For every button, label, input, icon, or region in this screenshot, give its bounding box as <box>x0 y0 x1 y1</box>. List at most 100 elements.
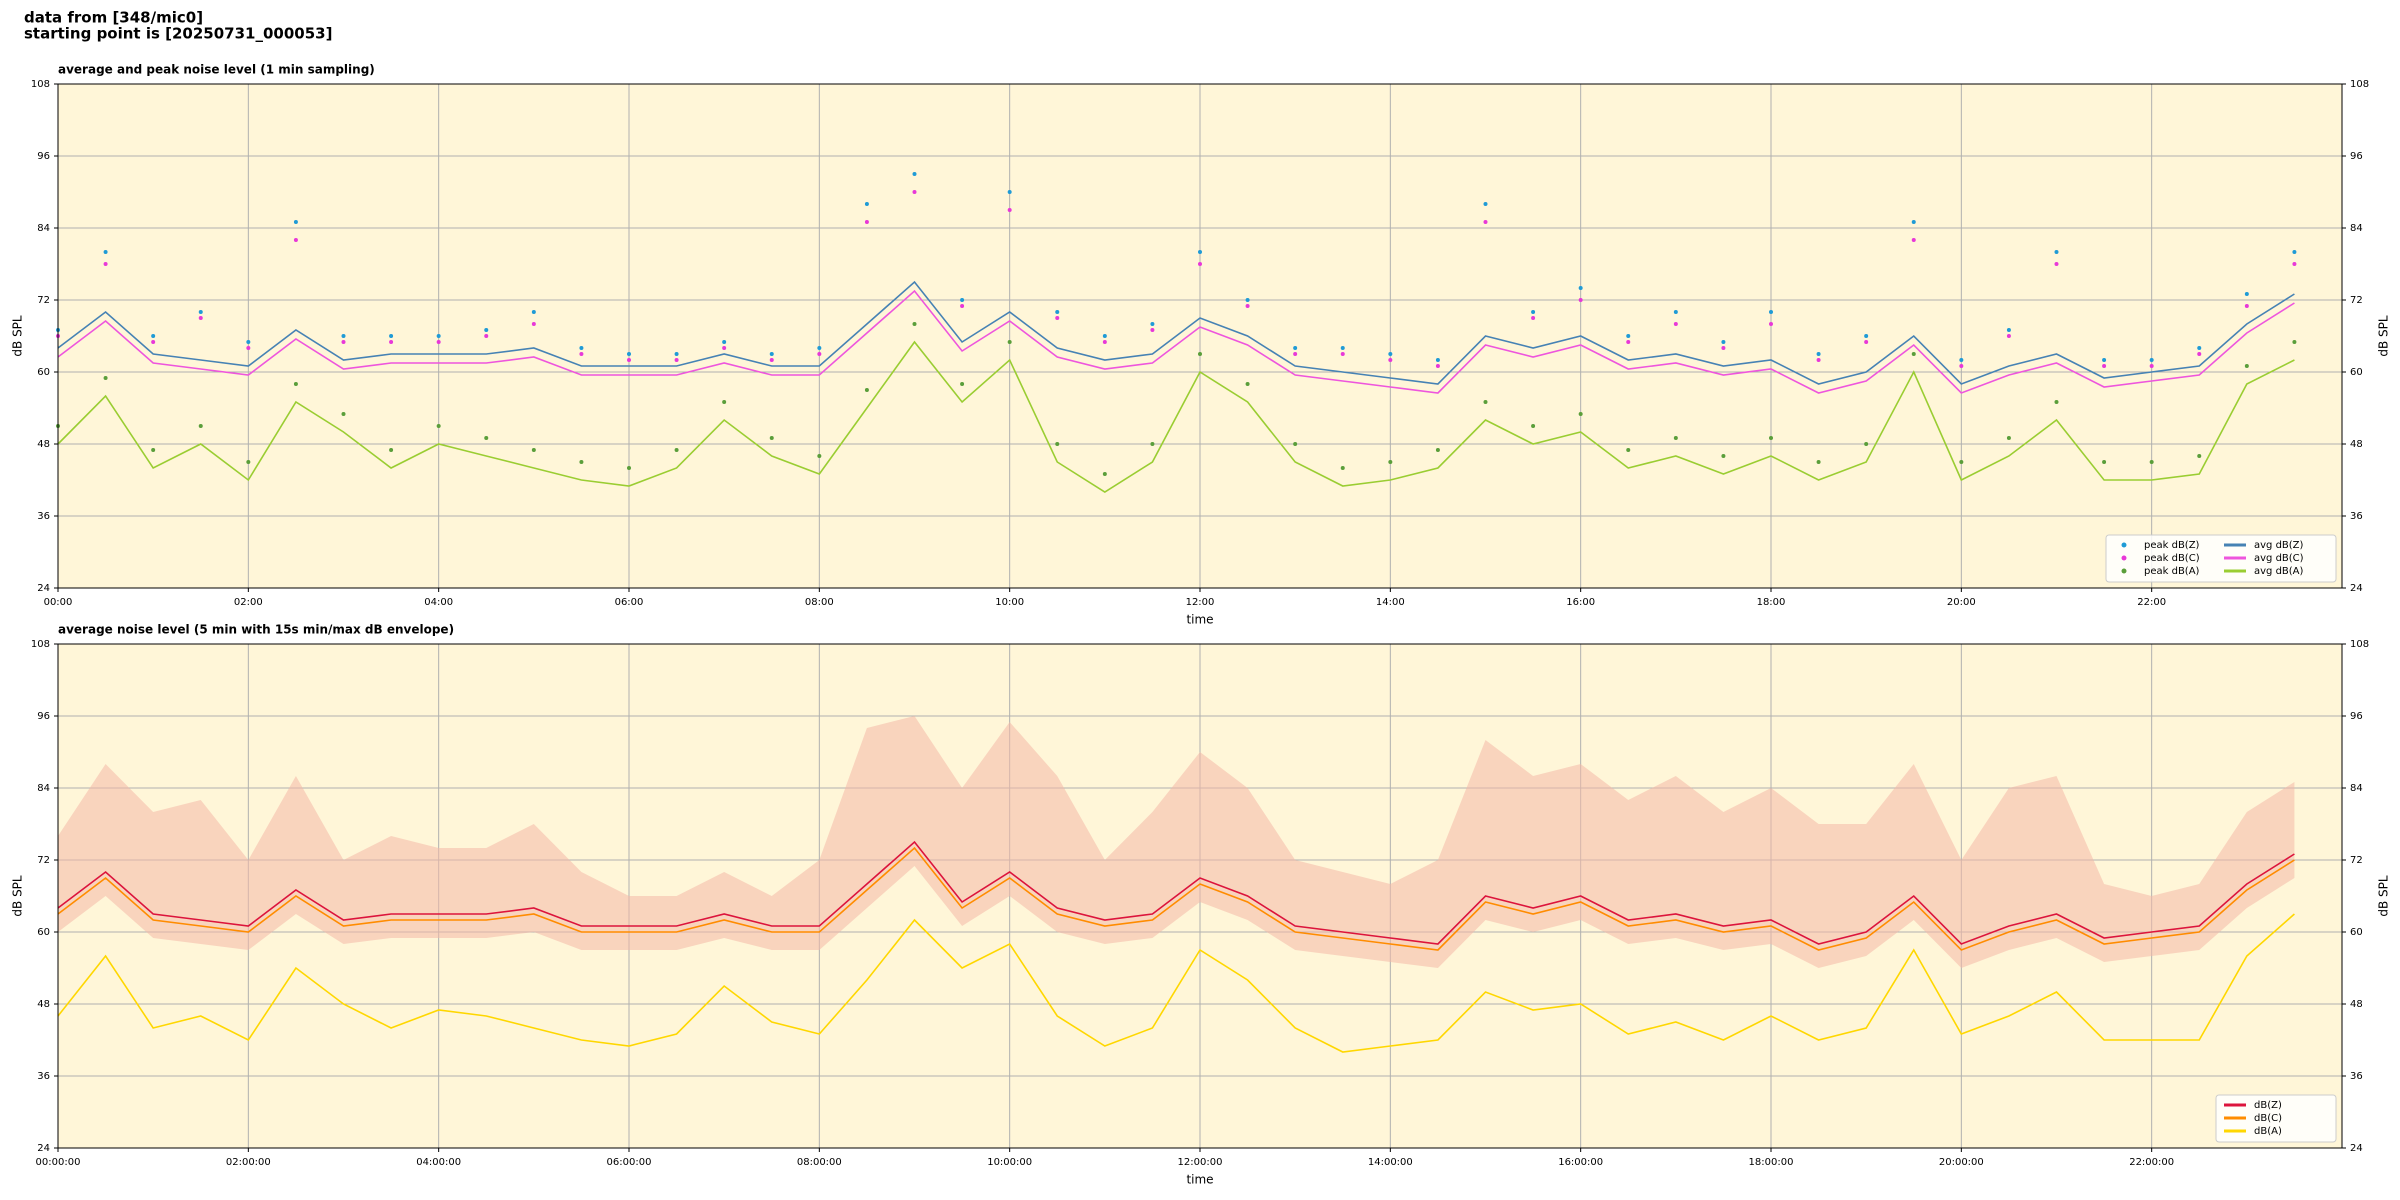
peak-point <box>960 298 965 302</box>
peak-point <box>1531 316 1536 320</box>
peak-point <box>1102 334 1107 338</box>
peak-point <box>1483 400 1488 404</box>
peak-point <box>1293 346 1298 350</box>
peak-point <box>1816 460 1821 464</box>
peak-point <box>1435 358 1440 362</box>
peak-point <box>436 334 441 338</box>
peak-point <box>293 382 298 386</box>
y-tick-label: 84 <box>37 223 50 234</box>
series-line <box>57 340 2295 493</box>
peak-point <box>1055 316 1060 320</box>
y-tick-label: 48 <box>37 999 50 1010</box>
y2-tick-label: 72 <box>2350 295 2363 306</box>
y2-tick-label: 24 <box>2350 1143 2363 1154</box>
peak-point <box>198 310 203 314</box>
header-line: starting point is [20250731_000053] <box>24 25 332 43</box>
peak-point <box>484 436 489 440</box>
peak-point <box>246 460 251 464</box>
x-tick-label: 10:00 <box>995 597 1024 608</box>
peak-point <box>1959 460 1964 464</box>
y2-tick-label: 84 <box>2350 223 2363 234</box>
x-tick-label: 12:00:00 <box>1178 1157 1223 1168</box>
peak-point <box>864 220 869 224</box>
x-tick-label: 20:00 <box>1947 597 1976 608</box>
legend-label: dB(Z) <box>2254 1100 2282 1111</box>
peak-point <box>769 358 774 362</box>
x-tick-label: 06:00 <box>615 597 644 608</box>
peak-point <box>1435 448 1440 452</box>
peak-point <box>627 352 631 356</box>
peak-point <box>912 322 917 326</box>
peak-point <box>2244 364 2249 368</box>
peak-point <box>1626 340 1631 344</box>
legend-label: dB(A) <box>2254 1126 2282 1137</box>
peak-point <box>674 358 679 362</box>
y2-tick-label: 96 <box>2350 151 2363 162</box>
y-tick-label: 24 <box>37 1143 50 1154</box>
x-tick-label: 20:00:00 <box>1939 1157 1984 1168</box>
peak-point <box>2054 250 2059 254</box>
legend-marker <box>2121 568 2127 574</box>
legend-label: dB(C) <box>2254 1113 2282 1124</box>
peak-point <box>2292 250 2297 254</box>
x-tick-label: 18:00 <box>1757 597 1786 608</box>
x-tick-label: 04:00 <box>424 597 453 608</box>
peak-point <box>1198 352 1202 356</box>
peak-point <box>436 340 441 344</box>
peak-point <box>103 376 108 380</box>
series-line <box>57 840 2295 945</box>
y2-tick-label: 108 <box>2350 639 2369 650</box>
legend-label: avg dB(A) <box>2254 566 2304 577</box>
peak-point <box>912 172 917 176</box>
series-line <box>57 280 2295 385</box>
legend-marker <box>2121 555 2127 561</box>
x-tick-label: 02:00 <box>234 597 263 608</box>
y2-tick-label: 60 <box>2350 927 2363 938</box>
peak-point <box>2102 364 2107 368</box>
peak-point <box>1959 358 1964 362</box>
y2-axis-label: dB SPL <box>2377 875 2391 917</box>
peak-point <box>389 448 394 452</box>
peak-point <box>341 340 346 344</box>
peak-point <box>579 346 584 350</box>
peak-point <box>484 334 489 338</box>
peak-point <box>579 352 584 356</box>
peak-point <box>389 334 394 338</box>
peak-point <box>1959 364 1964 368</box>
peak-point <box>1150 328 1155 332</box>
y-tick-label: 108 <box>31 639 50 650</box>
peak-point <box>1673 436 1678 440</box>
x-tick-label: 16:00:00 <box>1558 1157 1603 1168</box>
y-tick-label: 84 <box>37 783 50 794</box>
peak-point <box>2149 364 2154 368</box>
peak-point <box>722 340 727 344</box>
peak-point <box>1007 190 1012 194</box>
panel-title: average and peak noise level (1 min samp… <box>58 63 375 77</box>
x-tick-label: 12:00 <box>1186 597 1215 608</box>
peak-point <box>1531 424 1536 428</box>
peak-point <box>864 388 869 392</box>
peak-point <box>1578 298 1583 302</box>
peak-point <box>1483 220 1488 224</box>
peak-point <box>198 424 203 428</box>
peak-point <box>769 352 774 356</box>
peak-point <box>151 334 156 338</box>
peak-point <box>1626 334 1631 338</box>
peak-point <box>1388 460 1393 464</box>
peak-point <box>1340 346 1345 350</box>
peak-point <box>2149 460 2154 464</box>
x-tick-label: 00:00 <box>44 597 73 608</box>
peak-point <box>960 382 965 386</box>
y-tick-label: 36 <box>37 511 50 522</box>
peak-point <box>1864 442 1869 446</box>
y2-tick-label: 84 <box>2350 783 2363 794</box>
x-tick-label: 04:00:00 <box>416 1157 461 1168</box>
y2-tick-label: 60 <box>2350 367 2363 378</box>
peak-point <box>1911 220 1916 224</box>
peak-point <box>1578 286 1583 290</box>
peak-point <box>1293 442 1298 446</box>
peak-point <box>1055 442 1060 446</box>
x-tick-label: 08:00 <box>805 597 834 608</box>
peak-point <box>484 328 489 332</box>
x-tick-label: 06:00:00 <box>607 1157 652 1168</box>
